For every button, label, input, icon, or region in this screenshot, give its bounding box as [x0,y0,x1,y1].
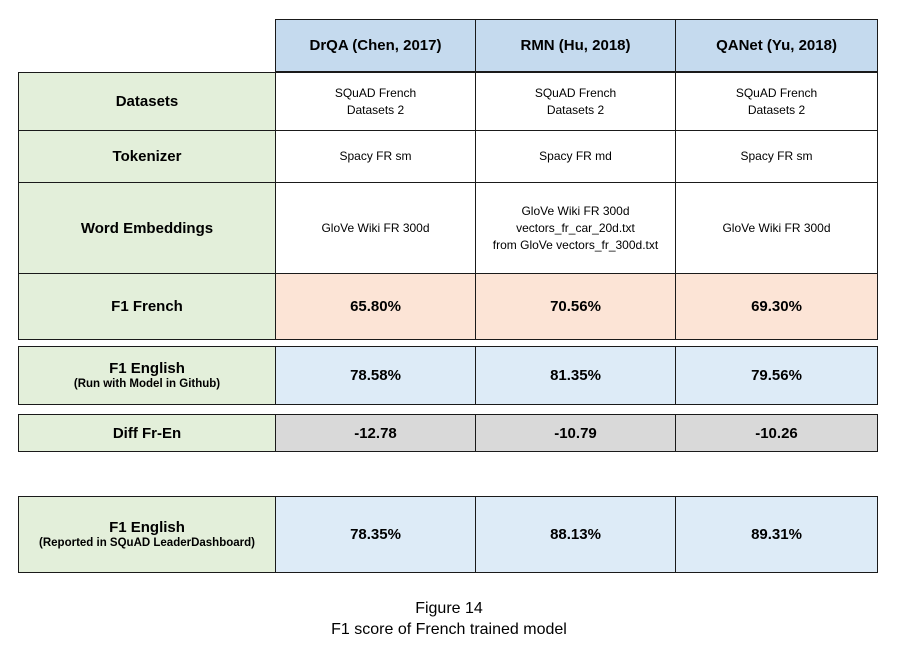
row-sublabel-f1-english-reported: (Reported in SQuAD LeaderDashboard) [39,536,255,549]
cell-embeddings-rmn: GloVe Wiki FR 300d vectors_fr_car_20d.tx… [475,182,676,274]
cell-tokenizer-drqa: Spacy FR sm [275,130,476,183]
cell-embeddings-drqa: GloVe Wiki FR 300d [275,182,476,274]
cell-f1-french-drqa: 65.80% [275,273,476,340]
cell-f1-english-reported-qanet: 89.31% [675,496,878,573]
row-label-f1-english-github: F1 English (Run with Model in Github) [18,346,276,405]
header-row: DrQA (Chen, 2017) RMN (Hu, 2018) QANet (… [275,19,878,72]
table-row-f1-french: F1 French 65.80% 70.56% 69.30% [18,273,878,340]
row-label-f1-french: F1 French [18,273,276,340]
cell-datasets-drqa: SQuAD French Datasets 2 [275,72,476,131]
cell-tokenizer-rmn: Spacy FR md [475,130,676,183]
cell-f1-english-github-qanet: 79.56% [675,346,878,405]
cell-f1-french-qanet: 69.30% [675,273,878,340]
f1-english-reported-table: F1 English (Reported in SQuAD LeaderDash… [18,496,878,573]
cell-f1-english-github-drqa: 78.58% [275,346,476,405]
table-row-tokenizer: Tokenizer Spacy FR sm Spacy FR md Spacy … [18,130,878,183]
f1-english-github-table: F1 English (Run with Model in Github) 78… [18,346,878,405]
column-header-drqa: DrQA (Chen, 2017) [275,19,476,72]
cell-diff-qanet: -10.26 [675,414,878,452]
table-row-diff: Diff Fr-En -12.78 -10.79 -10.26 [18,414,878,452]
cell-f1-english-reported-drqa: 78.35% [275,496,476,573]
cell-f1-french-rmn: 70.56% [475,273,676,340]
row-label-f1-english-reported: F1 English (Reported in SQuAD LeaderDash… [18,496,276,573]
cell-f1-english-github-rmn: 81.35% [475,346,676,405]
row-label-tokenizer: Tokenizer [18,130,276,183]
table-row-embeddings: Word Embeddings GloVe Wiki FR 300d GloVe… [18,182,878,274]
cell-f1-english-reported-rmn: 88.13% [475,496,676,573]
cell-tokenizer-qanet: Spacy FR sm [675,130,878,183]
diff-table: Diff Fr-En -12.78 -10.79 -10.26 [18,414,878,452]
figure-number: Figure 14 [415,600,483,617]
cell-datasets-qanet: SQuAD French Datasets 2 [675,72,878,131]
main-table: Datasets SQuAD French Datasets 2 SQuAD F… [18,72,878,340]
figure-caption: F1 score of French trained model [331,621,567,638]
table-row-f1-english-reported: F1 English (Reported in SQuAD LeaderDash… [18,496,878,573]
row-sublabel-f1-english-github: (Run with Model in Github) [73,377,221,390]
cell-diff-rmn: -10.79 [475,414,676,452]
row-label-embeddings: Word Embeddings [18,182,276,274]
row-label-diff: Diff Fr-En [18,414,276,452]
cell-datasets-rmn: SQuAD French Datasets 2 [475,72,676,131]
cell-embeddings-qanet: GloVe Wiki FR 300d [675,182,878,274]
column-header-qanet: QANet (Yu, 2018) [675,19,878,72]
table-row-datasets: Datasets SQuAD French Datasets 2 SQuAD F… [18,72,878,131]
cell-diff-drqa: -12.78 [275,414,476,452]
column-header-rmn: RMN (Hu, 2018) [475,19,676,72]
row-label-datasets: Datasets [18,72,276,131]
table-row-f1-english-github: F1 English (Run with Model in Github) 78… [18,346,878,405]
